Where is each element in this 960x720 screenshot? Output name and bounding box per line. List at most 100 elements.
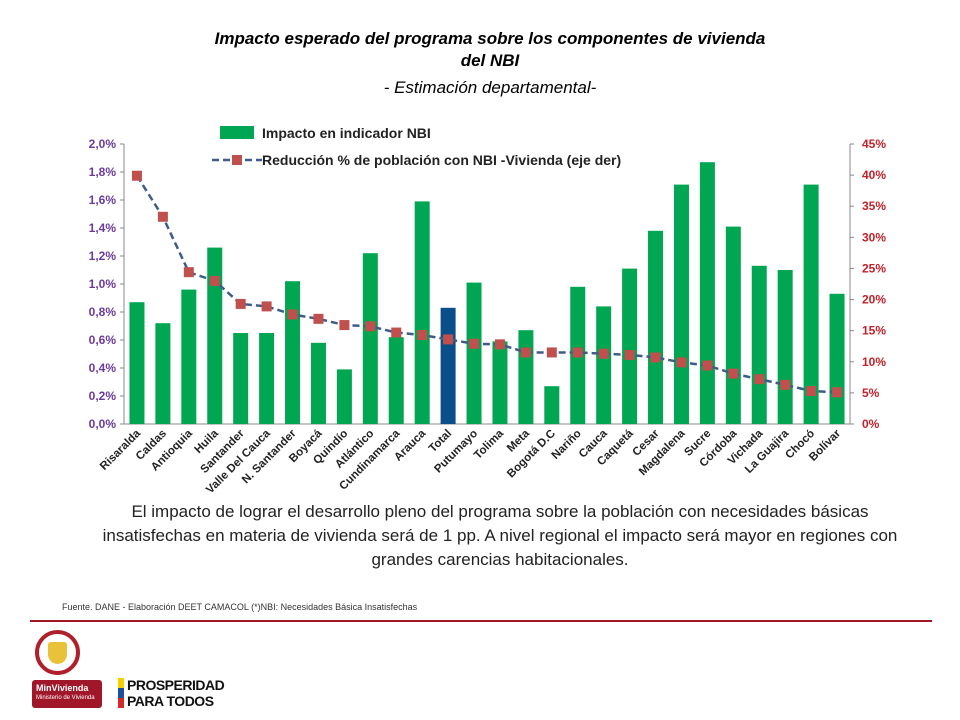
bar-meta: [518, 330, 534, 424]
category-label: Nariño: [550, 428, 584, 462]
left-tick-label: 0,2%: [89, 389, 117, 403]
line-point-marker: [572, 347, 583, 358]
line-point-marker: [520, 347, 531, 358]
bar-la-guajira: [777, 270, 793, 424]
right-tick-label: 40%: [862, 168, 886, 182]
bar-quind-o: [336, 369, 352, 424]
chart-title: Impacto esperado del programa sobre los …: [150, 28, 830, 72]
bar-arauca: [414, 201, 430, 424]
bar-c-rdoba: [725, 226, 741, 424]
left-tick-label: 2,0%: [89, 137, 117, 151]
line-point-marker: [728, 368, 739, 379]
line-point-marker: [131, 170, 142, 181]
line-point-marker: [443, 334, 454, 345]
footer-logos: MinVivienda Ministerio de Vivienda PROSP…: [30, 628, 270, 718]
bar-caquet-: [622, 268, 638, 424]
line-point-marker: [806, 386, 817, 397]
line-point-marker: [209, 275, 220, 286]
right-tick-label: 0%: [862, 417, 880, 431]
legend-label-bars: Impacto en indicador NBI: [262, 125, 431, 141]
bar-santander: [233, 333, 249, 424]
left-tick-label: 0,6%: [89, 333, 117, 347]
bar-caldas: [155, 323, 171, 424]
bar-atl-ntico: [362, 253, 378, 424]
ministry-subname: Ministerio de Vivienda: [36, 695, 95, 701]
bar-cesar: [648, 230, 664, 424]
combo-chart: 0,0% 0,2% 0,4% 0,6% 0,8% 1,0% 1,2% 1,4% 1,6% 1,8%…: [89, 125, 887, 496]
bar-valle-del-cauca: [259, 333, 275, 424]
category-label: Risaralda: [98, 427, 144, 473]
line-point-marker: [183, 267, 194, 278]
bar-bogot-d-c: [544, 386, 560, 424]
line-point-marker: [417, 330, 428, 341]
right-tick-label: 25%: [862, 261, 886, 275]
chart-subtitle: - Estimación departamental-: [383, 78, 597, 97]
bar-antioquia: [181, 289, 197, 424]
line-point-marker: [235, 298, 246, 309]
right-tick-label: 30%: [862, 230, 886, 244]
right-tick-label: 15%: [862, 324, 886, 338]
line-point-marker: [313, 313, 324, 324]
left-tick-label: 1,2%: [89, 249, 117, 263]
left-tick-label: 1,6%: [89, 193, 117, 207]
bar-sucre: [699, 162, 715, 424]
program-line-2: PARA TODOS: [127, 693, 214, 709]
footer-divider: [30, 620, 932, 622]
left-tick-label: 1,4%: [89, 221, 117, 235]
line-point-marker: [365, 321, 376, 332]
line-point-marker: [157, 211, 168, 222]
bar-huila: [207, 247, 223, 424]
left-tick-label: 0,0%: [89, 417, 117, 431]
category-label: Tolima: [472, 427, 507, 462]
bar-magdalena: [673, 184, 689, 424]
line-point-marker: [676, 357, 687, 368]
bar-total: [440, 307, 456, 424]
colombia-seal-icon: [35, 630, 80, 675]
bar-tolima: [492, 341, 508, 424]
line-point-marker: [754, 374, 765, 385]
bar-risaralda: [129, 302, 145, 424]
right-tick-label: 20%: [862, 293, 886, 307]
minvivienda-logo: MinVivienda Ministerio de Vivienda: [32, 680, 102, 708]
line-point-marker: [261, 301, 272, 312]
line-point-marker: [391, 327, 402, 338]
line-point-marker: [287, 309, 298, 320]
bar-choc-: [803, 184, 819, 424]
line-point-marker: [339, 320, 350, 331]
left-tick-label: 0,8%: [89, 305, 117, 319]
right-tick-label: 45%: [862, 137, 886, 151]
left-tick-label: 0,4%: [89, 361, 117, 375]
flag-stripes-icon: [118, 678, 124, 708]
line-point-marker: [598, 348, 609, 359]
legend-label-line: Reducción % de población con NBI -Vivien…: [262, 152, 621, 168]
legend-line-marker: [232, 155, 242, 165]
line-point-marker: [469, 338, 480, 349]
bar-n-santander: [285, 281, 301, 424]
right-tick-label: 5%: [862, 386, 880, 400]
bar-cundinamarca: [388, 337, 404, 424]
prosperidad-logo: PROSPERIDAD PARA TODOS: [118, 676, 230, 712]
source-note: Fuente. DANE - Elaboración DEET CAMACOL …: [62, 602, 418, 612]
bar-cauca: [596, 306, 612, 424]
legend-bar-swatch: [220, 126, 254, 139]
bar-bol-var: [829, 293, 845, 424]
description-text: El impacto de lograr el desarrollo pleno…: [102, 502, 898, 569]
line-point-marker: [546, 347, 557, 358]
right-tick-label: 10%: [862, 355, 886, 369]
ministry-name: MinVivienda: [36, 683, 89, 693]
reduction-line: [135, 175, 838, 394]
title-line-2: del NBI: [460, 51, 520, 70]
program-line-1: PROSPERIDAD: [127, 677, 225, 693]
line-point-marker: [702, 360, 713, 371]
line-point-marker: [650, 352, 661, 363]
line-point-marker: [494, 339, 505, 350]
left-tick-label: 1,8%: [89, 165, 117, 179]
right-tick-label: 35%: [862, 199, 886, 213]
title-line-1: Impacto esperado del programa sobre los …: [214, 29, 766, 48]
bar-putumayo: [466, 282, 482, 424]
bar-boyac-: [310, 342, 326, 424]
line-point-marker: [780, 379, 791, 390]
line-point-marker: [624, 349, 635, 360]
line-point-marker: [832, 387, 843, 398]
bar-vichada: [751, 265, 767, 424]
